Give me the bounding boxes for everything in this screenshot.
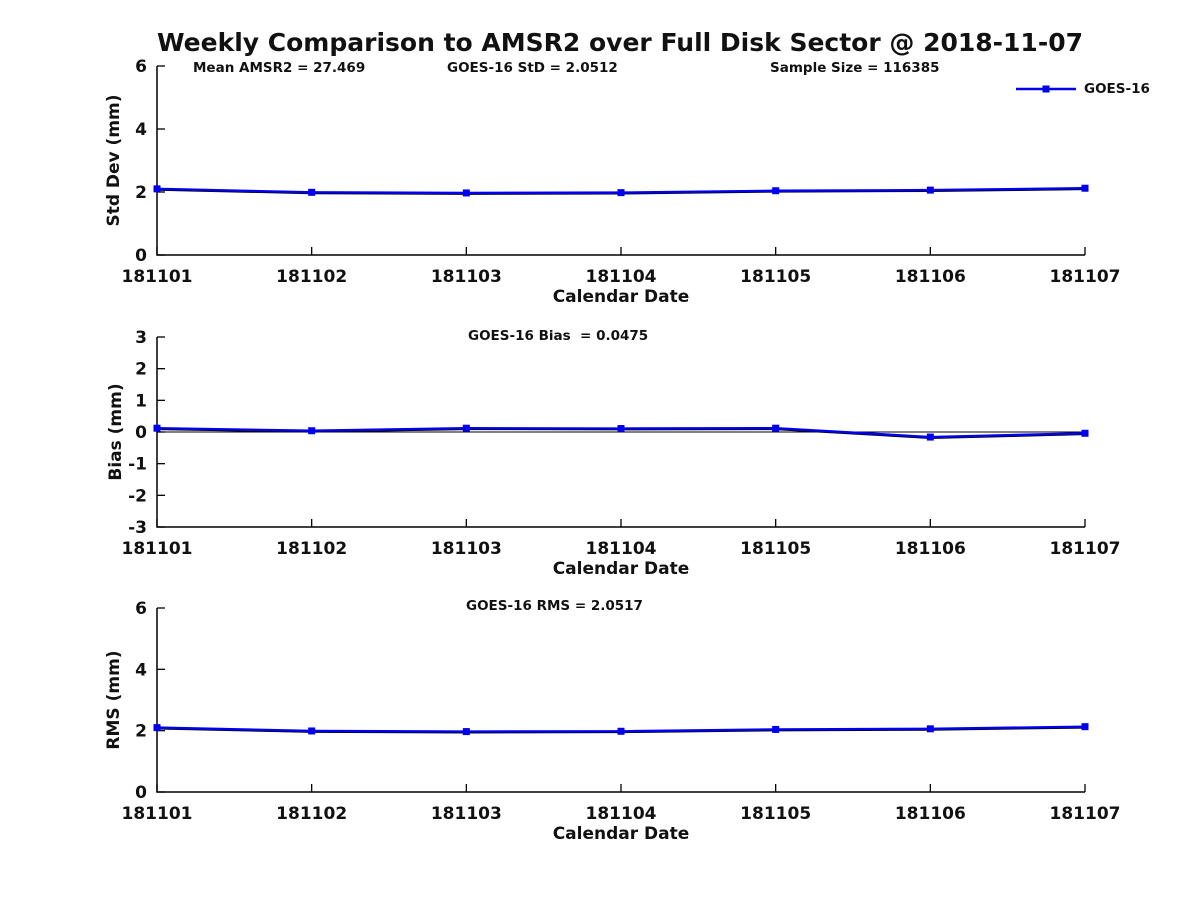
x-tick-label: 181101 [122, 267, 193, 287]
y-axis-title: Std Dev (mm) [104, 94, 124, 226]
data-point-marker [153, 185, 161, 193]
data-point-marker [926, 433, 934, 441]
y-tick-label: -1 [128, 455, 147, 475]
data-point-marker [617, 425, 625, 433]
data-point-marker [153, 424, 161, 432]
x-axis-title: Calendar Date [553, 559, 690, 579]
data-point-marker [153, 724, 161, 732]
y-tick-label: -3 [128, 518, 147, 538]
chart-bias: -3 -2 -1 0 1 2 3 181101 181102 181103 181104 181105… [106, 328, 1120, 579]
y-tick-label: 4 [135, 660, 147, 680]
y-tick-label: 0 [135, 246, 147, 266]
x-axis-title: Calendar Date [553, 824, 690, 844]
x-tick-label: 181104 [586, 267, 657, 287]
data-point-marker [462, 189, 470, 197]
y-tick-label: 1 [135, 391, 147, 411]
annotation-goes-bias: GOES-16 Bias = 0.0475 [468, 328, 649, 344]
y-tick-label: 0 [135, 783, 147, 803]
y-tick-label: 4 [135, 120, 147, 140]
annotation-goes-std: GOES-16 StD = 2.0512 [447, 60, 618, 76]
axis-line [156, 66, 1085, 256]
x-tick-label: 181105 [740, 267, 811, 287]
x-tick-label: 181106 [895, 267, 966, 287]
y-tick-label: 0 [135, 423, 147, 443]
x-tick-label: 181101 [122, 539, 193, 559]
x-tick-label: 181107 [1050, 267, 1121, 287]
y-tick-label: 6 [135, 599, 147, 619]
x-tick-label: 181102 [276, 804, 347, 824]
data-point-marker [462, 728, 470, 736]
y-tick-label: 3 [135, 328, 147, 348]
y-tick-label: 2 [135, 722, 147, 742]
annotation-goes-rms: GOES-16 RMS = 2.0517 [466, 598, 643, 614]
data-point-marker [462, 424, 470, 432]
x-tick-label: 181106 [895, 539, 966, 559]
y-tick-label: 2 [135, 183, 147, 203]
data-point-marker [308, 427, 316, 435]
legend-label: GOES-16 [1084, 81, 1150, 97]
data-point-marker [926, 725, 934, 733]
data-point-marker [772, 725, 780, 733]
annotation-sample-size: Sample Size = 116385 [770, 60, 940, 76]
chart-rms: 0 2 4 6 181101 181102 181103 181104 181105 181106… [104, 599, 1120, 844]
data-point-marker [772, 187, 780, 195]
y-axis-title: Bias (mm) [106, 383, 126, 480]
x-tick-label: 181107 [1050, 539, 1121, 559]
x-tick-label: 181102 [276, 539, 347, 559]
x-tick-label: 181105 [740, 539, 811, 559]
data-point-marker [308, 188, 316, 196]
legend: GOES-16 [1014, 81, 1150, 97]
x-tick-label: 181103 [431, 804, 502, 824]
data-point-marker [772, 424, 780, 432]
x-tick-label: 181103 [431, 539, 502, 559]
data-point-marker [1081, 184, 1089, 192]
x-tick-label: 181106 [895, 804, 966, 824]
data-point-marker [1081, 723, 1089, 731]
legend-line-sample-icon [1016, 85, 1076, 93]
y-tick-label: 2 [135, 360, 147, 380]
axis-line [156, 608, 1085, 793]
x-tick-label: 181104 [586, 539, 657, 559]
figure-title: Weekly Comparison to AMSR2 over Full Dis… [156, 28, 1083, 57]
data-point-marker [1081, 429, 1089, 437]
y-axis-title: RMS (mm) [104, 650, 124, 749]
x-tick-label: 181101 [122, 804, 193, 824]
data-point-marker [617, 189, 625, 197]
x-tick-label: 181102 [276, 267, 347, 287]
x-tick-label: 181105 [740, 804, 811, 824]
data-point-marker [308, 727, 316, 735]
annotation-mean-amsr2: Mean AMSR2 = 27.469 [193, 60, 366, 76]
data-point-marker [926, 186, 934, 194]
y-tick-label: 6 [135, 57, 147, 77]
x-tick-label: 181104 [586, 804, 657, 824]
x-tick-label: 181107 [1050, 804, 1121, 824]
chart-std-dev: 0 2 4 6 181101 181102 181103 181104 181105 181106… [104, 57, 1120, 307]
x-tick-label: 181103 [431, 267, 502, 287]
x-axis-title: Calendar Date [553, 287, 690, 307]
data-point-marker [617, 727, 625, 735]
y-tick-label: -2 [128, 486, 147, 506]
